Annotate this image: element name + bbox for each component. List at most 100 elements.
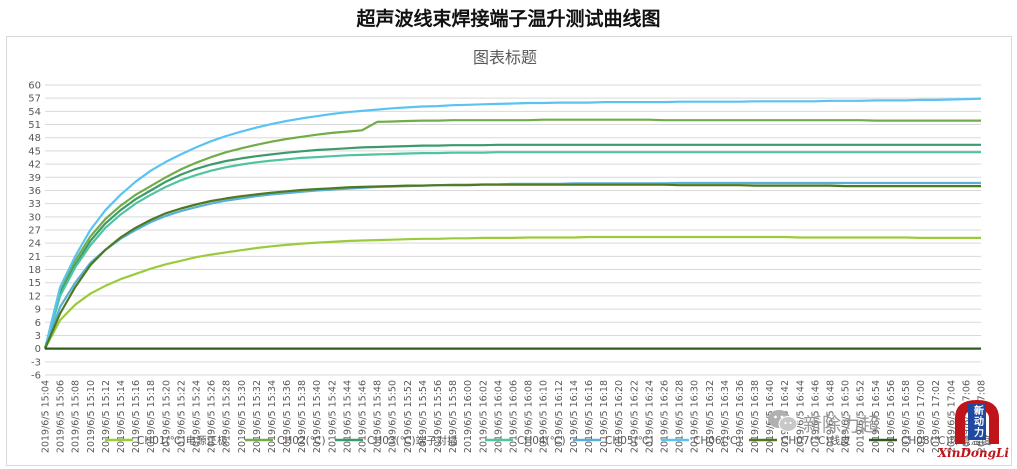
series-line-ch06	[43, 97, 982, 349]
y-tick-label: 12	[28, 291, 41, 302]
x-tick-label: 2019/6/5 15:16	[131, 380, 142, 453]
x-tick-label: 2019/6/5 16:04	[493, 380, 504, 453]
x-tick-label: 2019/6/5 16:18	[599, 380, 610, 453]
legend-item: CH04(℃)	[485, 435, 566, 447]
x-tick-label: 2019/6/5 15:38	[297, 380, 308, 453]
y-tick-label: 39	[28, 173, 41, 184]
legend: CH01(℃)电源正极 CH02(℃) CH03(℃)端子对插 CH04(℃) CH05…	[105, 434, 992, 447]
y-tick-label: 36	[28, 186, 41, 197]
x-tick-label: 2019/6/5 15:30	[237, 380, 248, 453]
x-tick-label: 2019/6/5 17:00	[916, 380, 927, 453]
x-tick-label: 2019/6/5 15:20	[161, 380, 172, 453]
x-tick-label: 2019/6/5 16:52	[856, 380, 867, 453]
x-tick-label: 2019/6/5 16:26	[659, 380, 670, 453]
x-tick-label: 2019/6/5 16:28	[675, 380, 686, 453]
brand-name: XinDongLi	[937, 446, 1009, 460]
legend-item: CH07(℃)线皮	[749, 434, 851, 447]
x-tick-label: 2019/6/5 16:14	[569, 380, 580, 453]
y-tick-label: 54	[28, 107, 41, 118]
y-tick-label: 18	[28, 265, 41, 276]
x-tick-label: 2019/6/5 15:40	[312, 380, 323, 453]
legend-label: CH06(℃)	[693, 435, 742, 447]
page-title: 超声波线束焊接端子温升测试曲线图	[356, 8, 661, 30]
chart-frame: 图表标题 -6 -3 0 3 6 9 12 15 18 21 24 27 30 33 36 39 42 45 48 5…	[6, 36, 1012, 466]
x-tick-label: 2019/6/5 16:02	[478, 380, 489, 453]
line-chart: 图表标题 -6-30369121518212427303336394245485…	[28, 48, 992, 453]
legend-label: CH02(℃)	[277, 435, 326, 447]
x-tick-label: 2019/6/5 16:30	[690, 380, 701, 453]
y-tick-label: 45	[28, 146, 41, 157]
x-tick-label: 2019/6/5 15:04	[41, 380, 52, 453]
x-tick-label: 2019/6/5 15:46	[358, 380, 369, 453]
x-tick-label: 2019/6/5 15:14	[116, 380, 127, 453]
x-tick-label: 2019/6/5 15:36	[282, 380, 293, 453]
series-lines	[43, 97, 982, 350]
y-tick-label: 33	[28, 199, 41, 210]
legend-item: CH01(℃)电源正极	[105, 434, 228, 447]
x-tick-label: 2019/6/5 15:10	[86, 380, 97, 453]
x-tick-label: 2019/6/5 16:48	[826, 380, 837, 453]
y-tick-label: 48	[28, 133, 41, 144]
x-tick-label: 2019/6/5 15:54	[418, 380, 429, 453]
legend-label: CH07(℃)线皮	[781, 434, 851, 447]
x-tick-label: 2019/6/5 15:22	[176, 380, 187, 453]
x-tick-label: 2019/6/5 16:54	[871, 380, 882, 453]
y-tick-label: 51	[28, 120, 41, 131]
x-tick-label: 2019/6/5 16:08	[524, 380, 535, 453]
y-tick-label: 21	[28, 252, 41, 263]
x-tick-label: 2019/6/5 15:18	[146, 380, 157, 453]
x-tick-label: 2019/6/5 17:02	[931, 380, 942, 453]
series-line-ch04	[43, 151, 981, 349]
x-tick-label: 2019/6/5 15:08	[71, 380, 82, 453]
brand-logo: 新 动 力	[949, 396, 1005, 448]
gridlines	[45, 84, 981, 376]
legend-label: CH05(℃)	[605, 435, 654, 447]
y-tick-label: -3	[31, 357, 41, 368]
x-tick-label: 2019/6/5 17:06	[961, 380, 972, 453]
x-tick-label: 2019/6/5 15:28	[222, 380, 233, 453]
x-tick-label: 2019/6/5 16:34	[720, 380, 731, 453]
legend-label: CH04(℃)	[517, 435, 566, 447]
x-tick-label: 2019/6/5 15:56	[433, 380, 444, 453]
series-line-ch02	[43, 118, 981, 349]
x-tick-label: 2019/6/5 15:52	[403, 380, 414, 453]
x-tick-label: 2019/6/5 16:10	[539, 380, 550, 453]
y-tick-label: 24	[28, 239, 41, 250]
series-line-ch01	[44, 235, 981, 350]
x-tick-label: 2019/6/5 15:26	[207, 380, 218, 453]
x-tick-label: 2019/6/5 15:32	[252, 380, 263, 453]
x-tick-label: 2019/6/5 16:00	[463, 380, 474, 453]
legend-item: CH06(℃)	[661, 435, 742, 447]
x-tick-label: 2019/6/5 15:58	[448, 380, 459, 453]
watermark: 新除力超 新 动 力 XinDongLi	[763, 390, 1013, 468]
legend-label: CH01(℃)电源正极	[137, 434, 228, 447]
legend-item: CH03(℃)端子对插	[335, 434, 458, 447]
y-axis: -6-3036912151821242730333639424548515457…	[28, 81, 41, 382]
x-tick-label: 2019/6/5 15:50	[388, 380, 399, 453]
x-tick-label: 2019/6/5 17:04	[946, 380, 957, 453]
x-tick-label: 2019/6/5 16:50	[841, 380, 852, 453]
x-tick-label: 2019/6/5 15:24	[191, 380, 202, 453]
x-tick-label: 2019/6/5 15:48	[373, 380, 384, 453]
x-tick-label: 2019/6/5 16:58	[901, 380, 912, 453]
chart-title: 图表标题	[473, 48, 537, 67]
wechat-icon	[768, 410, 798, 432]
y-tick-label: 30	[28, 212, 41, 223]
x-tick-label: 2019/6/5 16:36	[735, 380, 746, 453]
brand-logo-chars: 新 动 力	[974, 406, 984, 439]
x-tick-label: 2019/6/5 15:42	[327, 380, 338, 453]
x-tick-label: 2019/6/5 16:56	[886, 380, 897, 453]
x-tick-label: 2019/6/5 16:12	[554, 380, 565, 453]
y-tick-label: 42	[28, 160, 41, 171]
y-tick-label: 6	[35, 318, 41, 329]
x-tick-label: 2019/6/5 16:32	[705, 380, 716, 453]
x-tick-label: 2019/6/5 16:06	[509, 380, 520, 453]
watermark-text: 新除力超	[803, 414, 880, 436]
x-tick-label: 2019/6/5 15:44	[342, 380, 353, 453]
x-axis: 2019/6/5 15:04 2019/6/5 15:06 2019/6/5 15:…	[41, 380, 988, 453]
y-tick-label: -6	[31, 371, 41, 382]
x-tick-label: 2019/6/5 15:34	[267, 380, 278, 453]
y-tick-label: 0	[35, 344, 41, 355]
series-line-ch03	[43, 143, 981, 349]
x-tick-label: 2019/6/5 16:22	[629, 380, 640, 453]
